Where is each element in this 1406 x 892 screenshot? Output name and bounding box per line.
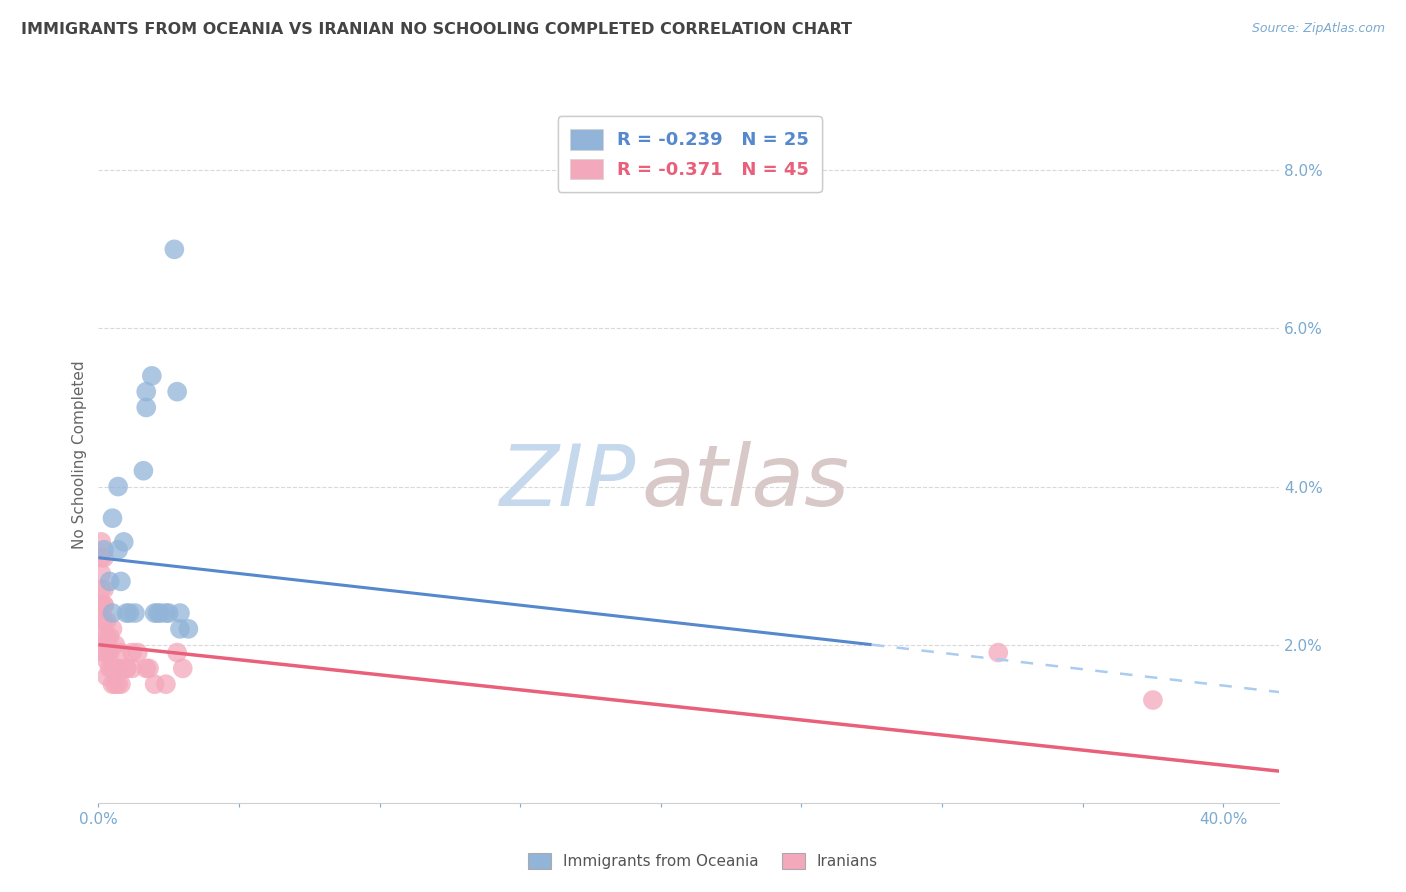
Point (90, 614, 112, 628)
Point (101, 606, 124, 620)
Point (93, 550, 115, 565)
Point (96, 646, 118, 660)
Point (141, 368, 163, 383)
Point (98, 574, 121, 589)
Point (169, 606, 191, 620)
Point (135, 384, 157, 399)
Point (177, 622, 200, 636)
Point (987, 646, 1010, 660)
Point (90, 582, 112, 597)
Point (98, 646, 121, 660)
Point (107, 677, 129, 691)
Legend: Immigrants from Oceania, Iranians: Immigrants from Oceania, Iranians (522, 847, 884, 875)
Point (96, 630, 118, 644)
Point (143, 606, 166, 620)
Point (96, 614, 118, 628)
Point (115, 606, 138, 620)
Point (101, 511, 124, 525)
Point (121, 646, 143, 660)
Text: IMMIGRANTS FROM OCEANIA VS IRANIAN NO SCHOOLING COMPLETED CORRELATION CHART: IMMIGRANTS FROM OCEANIA VS IRANIAN NO SC… (21, 22, 852, 37)
Point (96, 669, 118, 683)
Point (146, 606, 169, 620)
Text: ZIP: ZIP (499, 442, 636, 524)
Point (155, 677, 177, 691)
Point (93, 598, 115, 612)
Point (93, 630, 115, 644)
Text: atlas: atlas (641, 442, 849, 524)
Point (112, 534, 135, 549)
Point (166, 646, 188, 660)
Point (149, 606, 172, 620)
Point (104, 677, 127, 691)
Point (135, 401, 157, 415)
Point (104, 661, 127, 675)
Point (107, 479, 129, 493)
Point (110, 646, 132, 660)
Point (90, 598, 112, 612)
Point (110, 677, 132, 691)
Point (93, 582, 115, 597)
Point (90, 566, 112, 581)
Point (1142, 693, 1164, 707)
Point (143, 677, 166, 691)
Point (115, 661, 138, 675)
Point (101, 622, 124, 636)
Point (169, 622, 191, 636)
Text: Source: ZipAtlas.com: Source: ZipAtlas.com (1251, 22, 1385, 36)
Point (138, 661, 160, 675)
Point (115, 661, 138, 675)
Point (93, 646, 115, 660)
Point (96, 638, 118, 652)
Point (90, 534, 112, 549)
Point (98, 630, 121, 644)
Legend: R = -0.239   N = 25, R = -0.371   N = 45: R = -0.239 N = 25, R = -0.371 N = 45 (558, 116, 821, 192)
Point (121, 661, 143, 675)
Point (93, 614, 115, 628)
Point (155, 606, 177, 620)
Point (157, 606, 180, 620)
Point (135, 661, 157, 675)
Point (96, 653, 118, 667)
Point (93, 542, 115, 557)
Point (124, 606, 146, 620)
Point (132, 464, 155, 478)
Point (166, 384, 188, 399)
Point (107, 661, 129, 675)
Point (118, 606, 141, 620)
Point (163, 243, 186, 257)
Point (172, 661, 194, 675)
Point (93, 598, 115, 612)
Point (101, 677, 124, 691)
Point (101, 661, 124, 675)
Point (127, 646, 149, 660)
Point (107, 542, 129, 557)
Point (110, 574, 132, 589)
Point (104, 638, 127, 652)
Point (90, 550, 112, 565)
Y-axis label: No Schooling Completed: No Schooling Completed (72, 360, 87, 549)
Point (98, 661, 121, 675)
